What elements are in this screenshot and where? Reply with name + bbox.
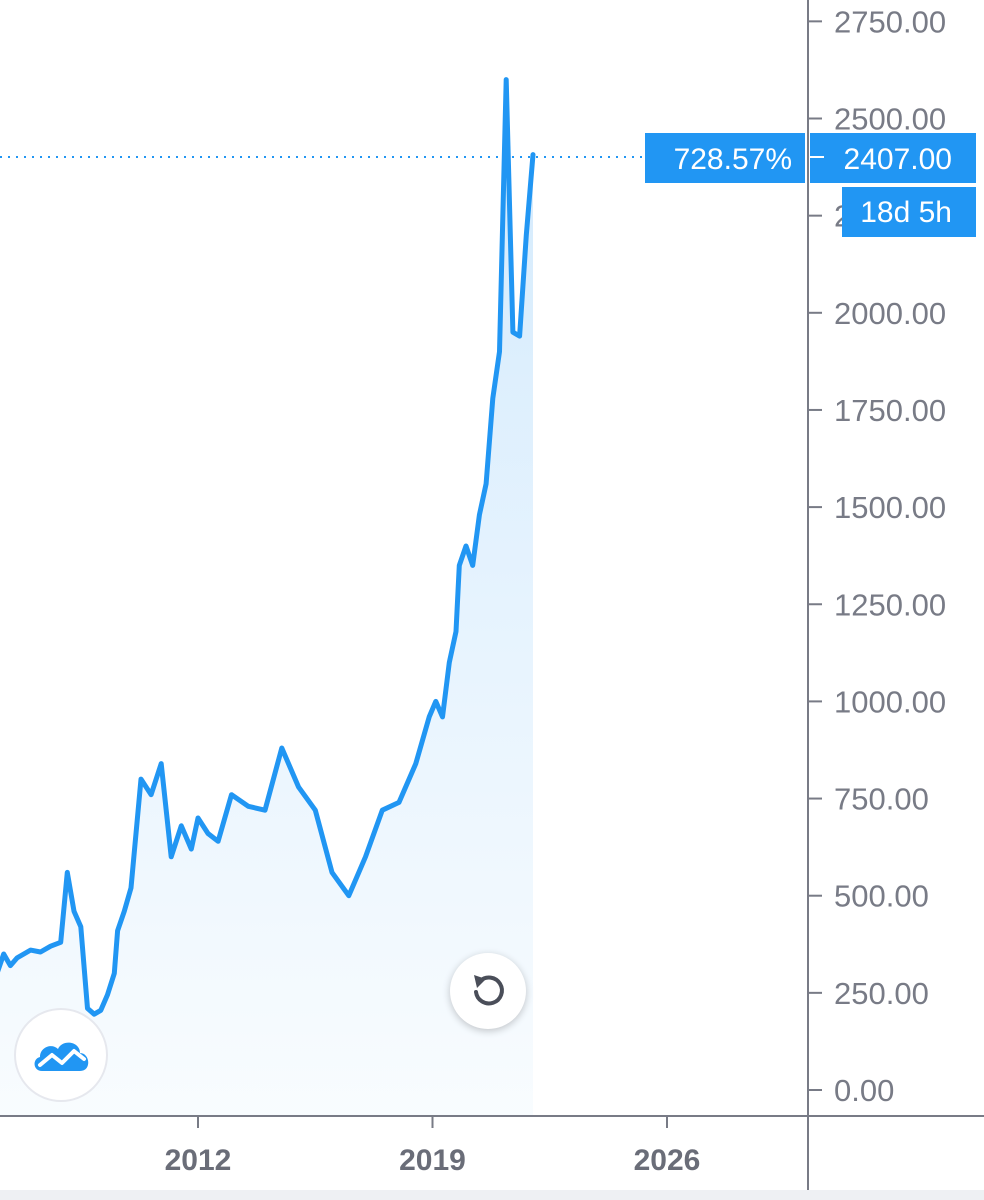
plot-layer [0,77,536,1116]
series-line[interactable] [0,77,536,1017]
x-tick-label: 2026 [634,1144,701,1177]
time-axis[interactable]: 2012 2019 2026 [165,1116,701,1177]
x-tick-label: 2012 [165,1144,232,1177]
y-tick-label: 2000.00 [834,296,946,331]
last-price-badge: 2407.00 [844,143,952,176]
y-tick-label: 0.00 [834,1073,894,1108]
y-tick-label: 1000.00 [834,684,946,719]
last-price-badge-bg [810,133,976,183]
y-tick-label: 1250.00 [834,587,946,622]
cloud-chart-icon [34,1042,89,1071]
series-area-fill [0,79,533,1116]
change-badge: 728.57% [674,143,792,176]
change-badge-bg [645,133,805,183]
y-tick-label: 1500.00 [834,490,946,525]
x-tick-label: 2019 [399,1144,466,1177]
countdown-badge-bg [842,187,976,237]
y-tick-label: 2500.00 [834,102,946,137]
reset-icon [474,975,504,1006]
y-tick-label: 1750.00 [834,393,946,428]
y-tick-label: 250.00 [834,976,929,1011]
badges: 728.57% 2407.00 18d 5h [0,133,976,237]
bottom-bar [0,1190,984,1200]
y-tick-label: 500.00 [834,879,929,914]
y-tick-label: 750.00 [834,782,929,817]
y-tick-label: 2750.00 [834,4,946,39]
tradingview-logo-button[interactable] [14,1008,108,1102]
countdown-badge: 18d 5h [860,196,952,229]
reset-chart-button[interactable] [450,953,526,1029]
